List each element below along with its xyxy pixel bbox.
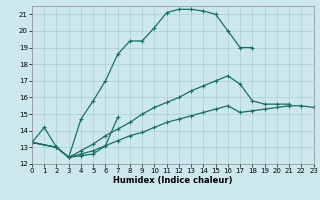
X-axis label: Humidex (Indice chaleur): Humidex (Indice chaleur): [113, 176, 233, 185]
